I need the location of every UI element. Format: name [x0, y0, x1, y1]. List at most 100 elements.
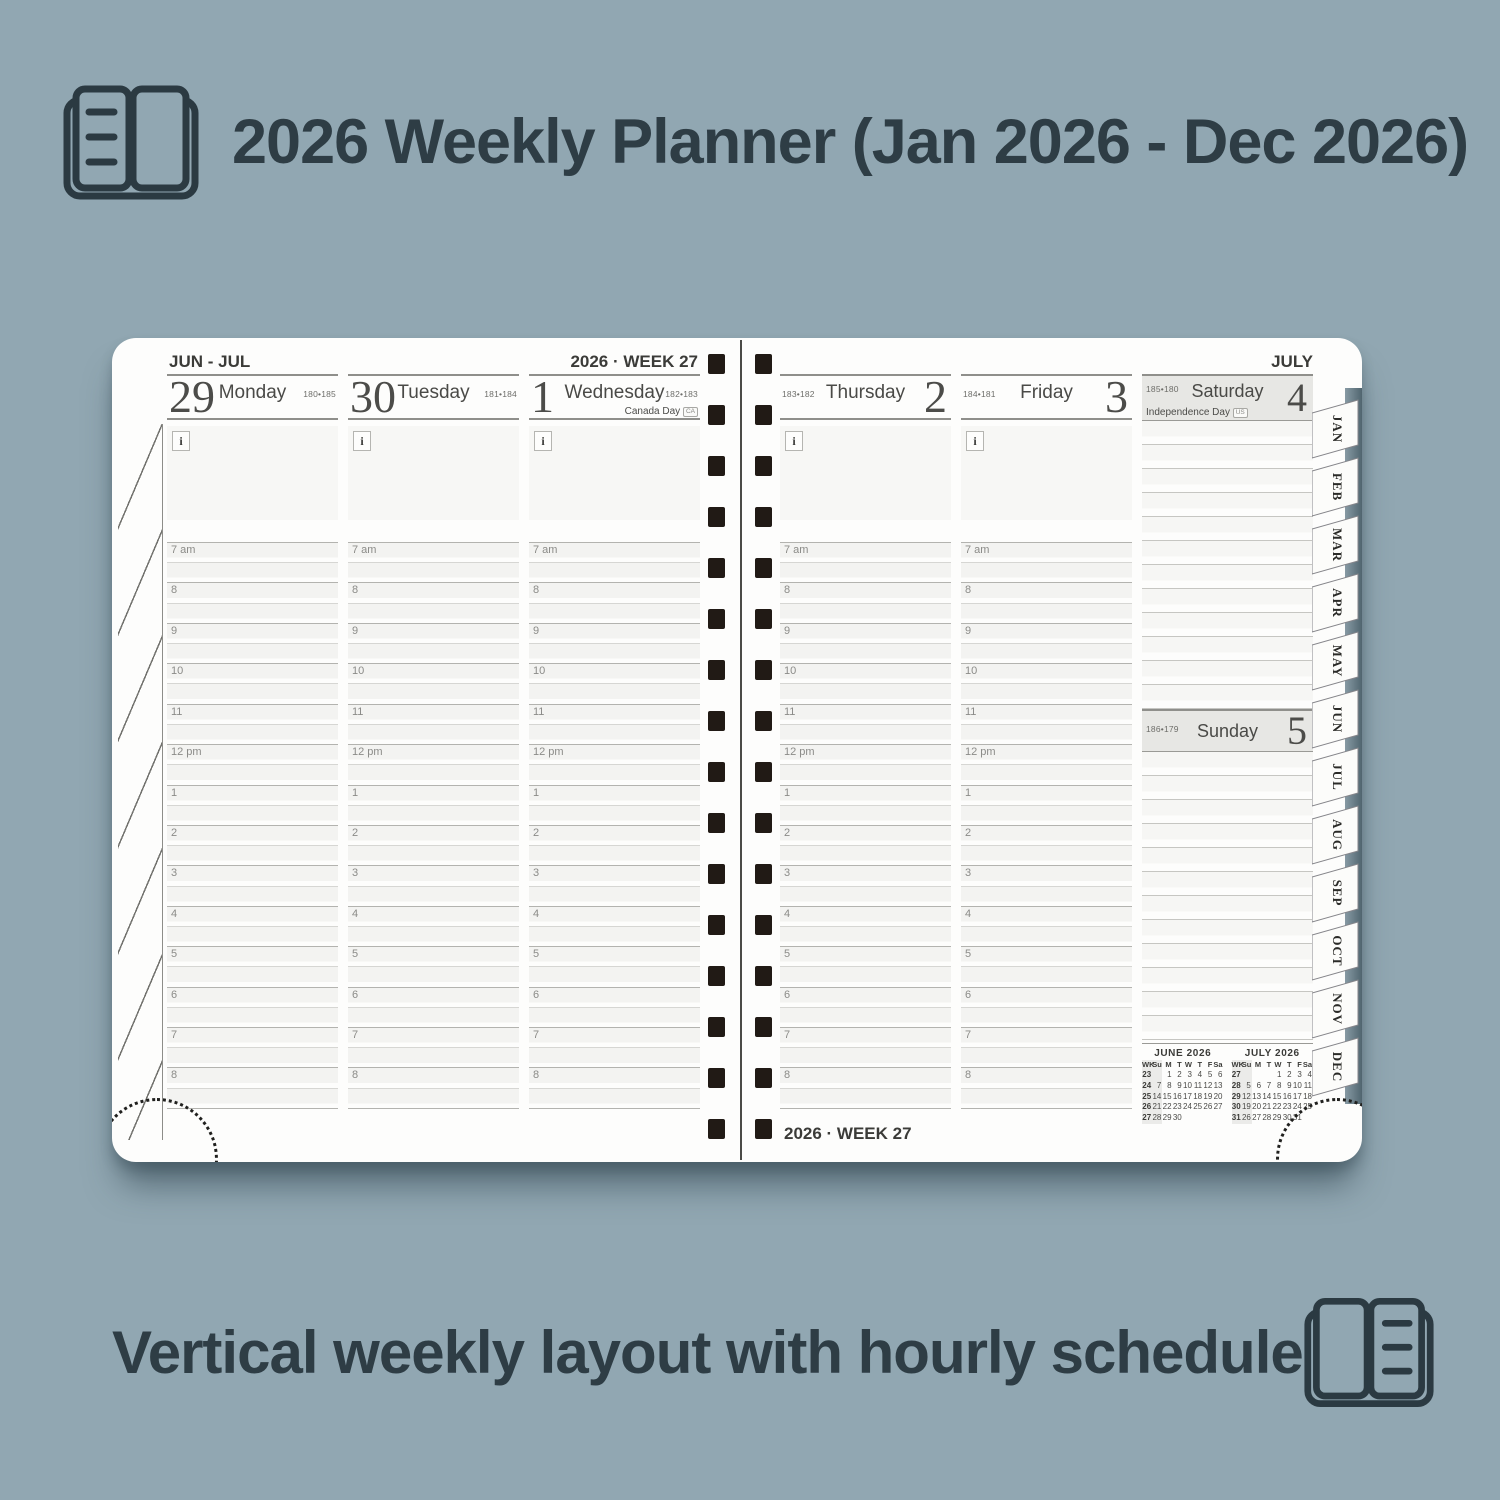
mini-calendar-cell: 10 — [1183, 1080, 1192, 1090]
hour-half-bottom — [780, 845, 951, 866]
spine-divider — [740, 340, 742, 1160]
hour-label: 7 — [352, 1029, 359, 1042]
day-column: 30 Tuesday 181•184 i 7 am 8 9 10 11 12 pm 1 2 3 4 5 6 7 8 — [348, 374, 519, 1126]
hour-slot: 8 — [167, 582, 338, 623]
day-name: Tuesday — [397, 382, 470, 403]
hour-slot: 12 pm — [348, 744, 519, 785]
hour-slot: 1 — [961, 784, 1132, 825]
hour-label: 8 — [965, 1069, 972, 1082]
notes-area: i — [529, 426, 700, 520]
hour-half-top: 3 — [780, 866, 951, 886]
hour-half-top: 7 — [529, 1028, 700, 1048]
hour-slot: 3 — [167, 865, 338, 906]
hour-label: 8 — [965, 584, 972, 597]
hour-label: 3 — [965, 867, 972, 880]
hour-half-bottom — [348, 926, 519, 947]
hour-half-bottom — [529, 966, 700, 987]
hour-label: 4 — [533, 907, 540, 920]
mini-calendar-header-cell: Sa — [1302, 1060, 1312, 1069]
mini-calendar-header-cell: F — [1297, 1060, 1302, 1069]
hour-label: 10 — [784, 665, 797, 678]
hour-half-top: 8 — [529, 583, 700, 603]
hour-slot: 4 — [167, 905, 338, 947]
hour-half-top: 1 — [780, 785, 951, 805]
hour-half-bottom — [780, 602, 951, 623]
hour-half-bottom — [961, 723, 1132, 745]
spiral-hole — [708, 966, 725, 986]
mini-calendar-cell: 28 — [1231, 1080, 1242, 1092]
right-page-day-columns: 2 Thursday 183•182 i 7 am 8 9 10 11 12 pm 1 2 3 4 5 6 7 8… — [780, 374, 1313, 1126]
hour-slot: 8 — [780, 582, 951, 623]
hour-half-bottom — [780, 1087, 951, 1108]
mini-calendar-cell: 28 — [1152, 1113, 1163, 1124]
hour-half-bottom — [529, 643, 700, 664]
hour-half-top: 8 — [780, 1068, 951, 1088]
hour-half-bottom — [529, 926, 700, 947]
hour-half-bottom — [348, 602, 519, 623]
mini-calendar-cell: 3 — [1187, 1070, 1192, 1079]
hour-label: 8 — [533, 1069, 540, 1082]
mini-calendar-cell — [1262, 1070, 1272, 1081]
day-number: 3 — [1105, 371, 1128, 422]
hour-half-top: 11 — [167, 704, 338, 724]
hour-label: 11 — [533, 705, 545, 718]
hour-slot: 10 — [529, 663, 700, 704]
hour-half-top: 10 — [167, 664, 338, 684]
hour-half-top: 3 — [167, 866, 338, 886]
month-tab-jun — [1312, 689, 1359, 749]
month-tab-nov — [1312, 979, 1359, 1039]
mini-calendar-title: JUNE 2026 — [1154, 1048, 1212, 1059]
hour-slot: 6 — [961, 986, 1132, 1028]
mini-calendar-cell: 5 — [1241, 1080, 1252, 1092]
ruled-lines — [1142, 421, 1313, 709]
mini-calendar-cell: 24 — [1292, 1102, 1302, 1112]
hour-half-bottom — [348, 1006, 519, 1028]
hour-half-bottom — [167, 1047, 338, 1068]
hour-half-bottom — [961, 643, 1132, 664]
ruled-line — [1142, 661, 1313, 685]
mini-calendar-cell — [1183, 1113, 1193, 1124]
mini-calendar-cell: 6 — [1218, 1070, 1223, 1079]
hour-label: 8 — [352, 584, 359, 597]
bottom-banner: Vertical weekly layout with hourly sched… — [112, 1296, 1434, 1408]
notes-area: i — [348, 426, 519, 520]
mini-calendar-cell: 11 — [1303, 1080, 1312, 1090]
hour-slot: 7 — [348, 1027, 519, 1068]
mini-calendar-cell: 19 — [1203, 1091, 1213, 1101]
hour-half-bottom — [167, 845, 338, 866]
hour-half-bottom — [348, 804, 519, 825]
hour-half-bottom — [348, 1087, 519, 1108]
mini-calendar-header-cell: F — [1207, 1060, 1213, 1069]
mini-calendar-header-cell: WK — [1142, 1060, 1155, 1070]
hour-grid: 7 am 8 9 10 11 12 pm 1 2 3 4 5 6 7 8 — [348, 542, 519, 1109]
ruled-line — [1142, 920, 1313, 944]
mini-calendar-cell: 22 — [1162, 1102, 1172, 1112]
hour-half-bottom — [167, 683, 338, 704]
spiral-hole — [708, 609, 725, 629]
hour-slot: 7 — [961, 1027, 1132, 1068]
hour-half-bottom — [167, 562, 338, 583]
mini-calendar-cell: 8 — [1167, 1080, 1172, 1090]
hour-half-top: 9 — [961, 623, 1132, 644]
hour-half-bottom — [780, 804, 951, 825]
mini-calendar-cell — [1213, 1113, 1223, 1124]
ruled-line — [1142, 685, 1313, 709]
hour-slot: 11 — [780, 703, 951, 745]
hour-slot: 7 am — [167, 542, 338, 583]
hour-half-bottom — [961, 1006, 1132, 1028]
mini-calendar-header-cell: WK — [1231, 1060, 1244, 1070]
hour-half-bottom — [529, 602, 700, 623]
day-column: 29 Monday 180•185 i 7 am 8 9 10 11 12 pm 1 2 3 4 5 6 7 8 — [167, 374, 338, 1126]
hour-half-bottom — [961, 966, 1132, 987]
day-number: 29 — [169, 371, 215, 422]
hour-slot: 9 — [348, 622, 519, 664]
hour-label: 11 — [171, 705, 183, 718]
hour-half-bottom — [348, 885, 519, 906]
day-header: 2 Thursday 183•182 — [780, 374, 951, 420]
mini-calendar-cell: 10 — [1292, 1080, 1302, 1090]
hour-label: 7 — [533, 1029, 540, 1042]
open-book-icon — [63, 85, 199, 200]
day-number: 4 — [1287, 375, 1307, 420]
hour-half-top: 2 — [348, 825, 519, 846]
ruled-line — [1142, 517, 1313, 541]
